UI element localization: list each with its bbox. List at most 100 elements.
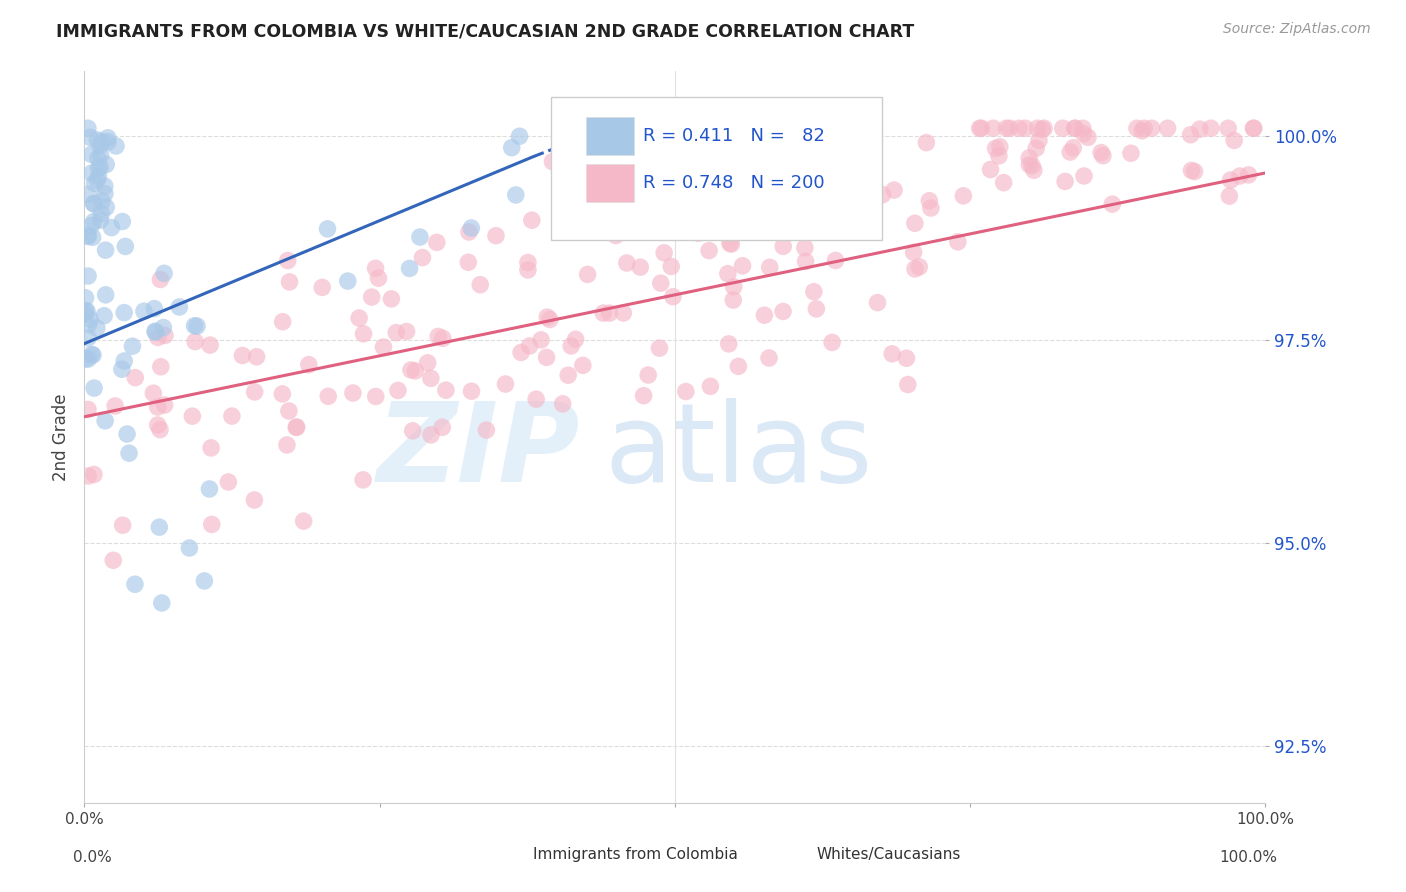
Point (652, 245, 675, 260)
Point (143, 325, 166, 339)
FancyBboxPatch shape (484, 838, 526, 870)
Point (717, 267, 740, 281)
Point (530, 333, 553, 347)
Point (1090, 145, 1112, 160)
Point (633, 389, 655, 403)
Point (904, 216, 927, 230)
Point (987, 149, 1010, 163)
Point (347, 311, 370, 326)
Point (278, 275, 301, 289)
Point (111, 518, 134, 533)
Point (104, 399, 127, 413)
Point (153, 328, 176, 343)
Point (1022, 163, 1045, 178)
Point (904, 261, 927, 276)
Point (801, 197, 824, 211)
Point (94, 179, 117, 194)
Point (1064, 121, 1087, 136)
Point (1063, 121, 1085, 136)
Point (918, 194, 941, 208)
Point (675, 384, 697, 399)
Point (505, 188, 527, 202)
Point (87, 151, 110, 165)
Point (146, 330, 169, 344)
Point (112, 305, 135, 319)
Point (111, 362, 134, 376)
Point (193, 574, 215, 588)
Point (510, 345, 533, 359)
Point (153, 266, 176, 280)
Point (637, 368, 659, 382)
Point (75, 351, 97, 366)
Point (152, 320, 174, 334)
Point (616, 256, 638, 270)
Point (367, 271, 389, 285)
Point (793, 241, 815, 255)
Point (142, 386, 165, 401)
Point (285, 420, 308, 434)
Point (114, 239, 136, 253)
Point (149, 359, 172, 374)
Point (342, 386, 364, 401)
Point (83, 177, 105, 191)
Text: ZIP: ZIP (377, 398, 581, 505)
Point (495, 377, 517, 392)
Point (1018, 151, 1040, 165)
Point (1130, 124, 1153, 138)
Point (485, 228, 508, 243)
Text: Whites/Caucasians: Whites/Caucasians (817, 847, 960, 862)
Point (77, 268, 100, 283)
Point (380, 292, 402, 306)
Point (86, 321, 108, 335)
Point (457, 255, 479, 269)
Point (612, 306, 634, 320)
Point (903, 245, 925, 260)
Point (979, 162, 1001, 177)
Point (77, 121, 100, 136)
Point (970, 121, 993, 136)
Point (824, 253, 846, 268)
Point (124, 577, 146, 591)
Point (1091, 149, 1114, 163)
Point (395, 325, 418, 339)
Point (1077, 130, 1099, 145)
Point (551, 397, 574, 411)
Point (352, 473, 374, 487)
Point (896, 351, 918, 366)
Point (298, 358, 321, 372)
Point (316, 389, 339, 403)
Point (183, 318, 205, 333)
Point (592, 306, 614, 320)
Point (633, 225, 655, 239)
Point (90, 213, 112, 227)
Point (277, 253, 299, 268)
Point (112, 354, 135, 368)
Point (91, 135, 114, 149)
Point (169, 300, 191, 314)
Point (75, 291, 97, 305)
Point (1026, 121, 1049, 136)
Point (690, 212, 713, 227)
Point (772, 304, 794, 318)
Point (100, 220, 122, 235)
Point (146, 417, 169, 432)
Point (1059, 145, 1081, 159)
Point (866, 295, 889, 310)
Point (908, 260, 931, 274)
Point (398, 261, 420, 276)
Point (89, 160, 111, 174)
Point (77, 331, 100, 345)
Point (516, 255, 538, 269)
Point (998, 121, 1021, 136)
Point (80, 166, 103, 180)
Point (1126, 121, 1149, 136)
Point (97, 135, 120, 149)
Point (1025, 141, 1047, 155)
Text: atlas: atlas (605, 398, 873, 505)
Point (387, 384, 409, 398)
Point (77, 469, 100, 483)
Point (77, 187, 100, 202)
Point (1062, 141, 1084, 155)
Point (75, 303, 97, 318)
Point (1073, 127, 1095, 141)
